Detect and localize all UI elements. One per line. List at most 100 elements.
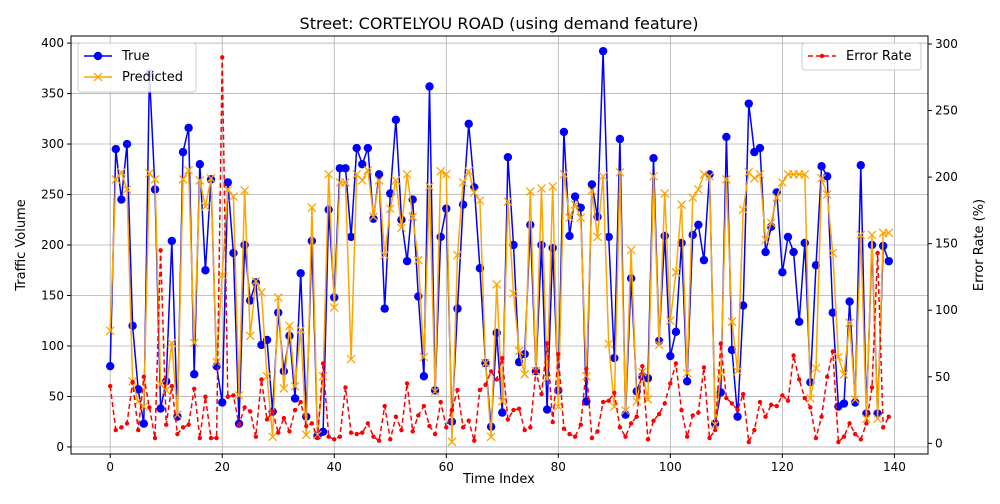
data-point: [184, 123, 193, 133]
series-layer: [105, 46, 894, 447]
data-point: [108, 383, 113, 389]
data-point: [511, 407, 516, 413]
data-point: [276, 430, 281, 435]
data-point: [425, 181, 434, 191]
data-point: [236, 422, 242, 427]
data-point: [186, 422, 191, 427]
grid-layer: [71, 36, 928, 454]
data-point: [570, 200, 580, 210]
data-point: [245, 331, 255, 341]
x-tick-label: 20: [215, 460, 230, 474]
data-point: [195, 160, 205, 169]
data-point: [447, 437, 457, 447]
data-point: [290, 381, 300, 391]
y-tick-label: 200: [41, 238, 64, 252]
data-point: [357, 175, 367, 185]
data-point: [315, 435, 320, 441]
data-point: [436, 232, 445, 242]
data-point: [458, 177, 468, 187]
data-point: [828, 308, 837, 317]
data-point: [307, 236, 317, 246]
y2-axis-label: Error Rate (%): [972, 199, 987, 291]
data-point: [839, 399, 849, 408]
data-point: [290, 394, 300, 403]
data-point: [805, 394, 815, 403]
data-point: [761, 235, 771, 245]
data-point: [397, 223, 406, 233]
data-point: [673, 361, 679, 366]
data-point: [572, 434, 578, 439]
data-point: [634, 414, 639, 419]
data-point: [413, 255, 423, 265]
y2-tick-label: 0: [935, 436, 943, 450]
legend-label: Error Rate: [846, 49, 912, 64]
data-point: [466, 418, 471, 423]
data-point: [206, 173, 216, 183]
data-point: [593, 232, 602, 242]
data-point: [649, 153, 658, 163]
data-point: [408, 212, 418, 222]
data-point: [841, 434, 847, 439]
data-point: [864, 421, 869, 426]
data-point: [483, 382, 488, 387]
data-point: [273, 293, 283, 302]
data-point: [391, 115, 401, 125]
data-point: [354, 431, 359, 437]
data-point: [813, 435, 819, 441]
data-point: [329, 303, 339, 313]
data-point: [718, 341, 723, 346]
data-point: [158, 248, 163, 253]
data-point: [561, 426, 567, 431]
series-true: [106, 46, 893, 441]
data-point: [161, 385, 171, 395]
data-point: [105, 326, 115, 336]
data-point: [369, 214, 378, 223]
data-point: [548, 181, 558, 191]
data-point: [584, 366, 589, 372]
data-point: [867, 230, 877, 240]
data-point: [640, 363, 645, 369]
data-point: [475, 196, 485, 206]
data-point: [464, 119, 473, 129]
data-point: [665, 316, 675, 326]
data-point: [559, 127, 569, 137]
data-point: [833, 352, 843, 362]
data-point: [124, 421, 130, 426]
data-point: [589, 435, 595, 441]
series-line: [109, 57, 890, 445]
data-point: [772, 193, 782, 203]
data-point: [270, 409, 275, 414]
data-point: [341, 177, 350, 187]
y2-tick-label: 150: [935, 237, 958, 251]
y-tick-label: 400: [41, 36, 64, 50]
data-point: [122, 185, 132, 194]
data-point: [184, 165, 194, 175]
data-point: [822, 190, 832, 199]
data-point: [203, 394, 208, 399]
data-point: [778, 268, 787, 277]
data-point: [774, 403, 779, 409]
data-point: [794, 317, 804, 326]
data-point: [500, 355, 505, 361]
x-tick-label: 120: [771, 460, 794, 474]
data-point: [167, 338, 177, 348]
data-point: [526, 220, 535, 230]
data-point: [699, 169, 709, 179]
data-point: [738, 205, 748, 215]
data-point: [352, 143, 361, 153]
data-point: [268, 432, 278, 442]
data-point: [550, 419, 555, 425]
data-point: [649, 171, 658, 181]
data-point: [514, 346, 524, 356]
data-point: [819, 414, 824, 419]
data-point: [178, 174, 188, 184]
data-point: [610, 353, 619, 363]
data-point: [791, 353, 796, 358]
data-point: [497, 397, 507, 406]
data-point: [298, 399, 303, 405]
x-axis-label: Time Index: [462, 472, 535, 487]
data-point: [645, 437, 651, 442]
data-point: [441, 169, 451, 179]
data-point: [225, 394, 231, 399]
data-point: [587, 180, 597, 189]
